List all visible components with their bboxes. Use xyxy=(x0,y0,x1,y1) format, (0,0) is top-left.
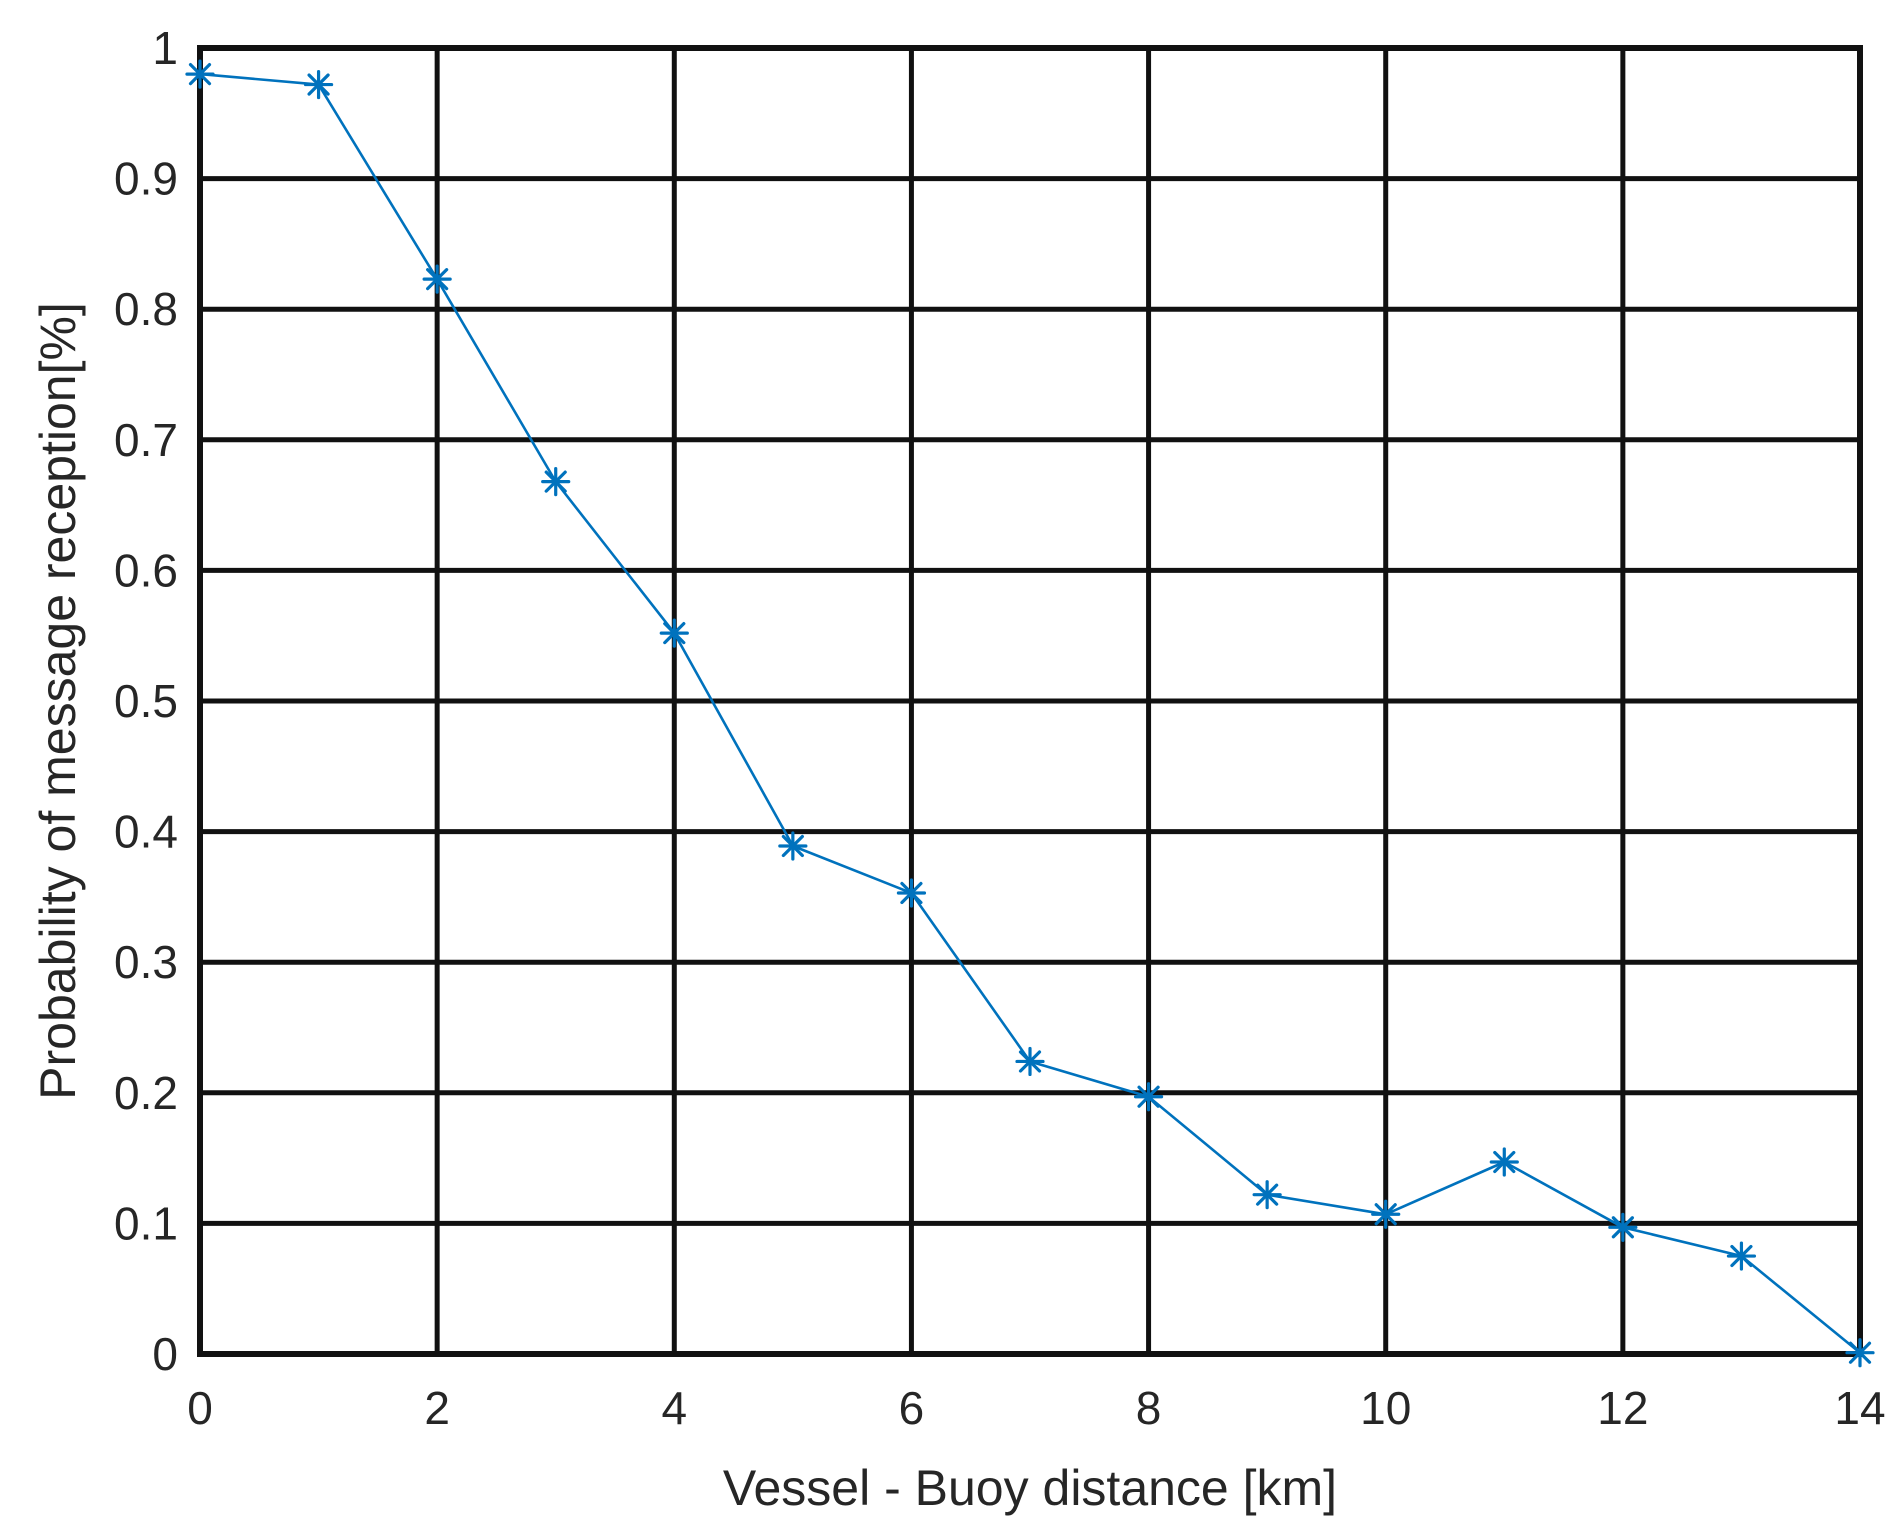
data-point-marker xyxy=(1015,1046,1045,1077)
data-point-marker xyxy=(659,618,689,648)
series-layer xyxy=(185,59,1875,1368)
data-point-marker xyxy=(185,59,215,89)
y-tick-label: 0.7 xyxy=(114,414,178,466)
data-point-marker xyxy=(1252,1180,1282,1210)
y-tick-label: 0.5 xyxy=(114,675,178,727)
data-point-marker xyxy=(422,264,452,294)
x-tick-label: 8 xyxy=(1136,1382,1162,1434)
data-point-marker xyxy=(1845,1338,1875,1368)
y-tick-label: 1 xyxy=(152,22,178,74)
data-point-marker xyxy=(1133,1082,1164,1112)
x-tick-label: 4 xyxy=(661,1382,687,1434)
x-tick-label: 6 xyxy=(899,1382,925,1434)
x-tick-label: 12 xyxy=(1597,1382,1648,1434)
x-axis-ticks: 0 2 4 6 8 10 12 14 xyxy=(187,1382,1885,1434)
x-tick-label: 2 xyxy=(424,1382,450,1434)
x-tick-label: 10 xyxy=(1360,1382,1411,1434)
x-tick-label: 0 xyxy=(187,1382,213,1434)
data-point-marker xyxy=(303,69,334,100)
x-tick-label: 14 xyxy=(1834,1382,1885,1434)
data-point-marker xyxy=(1726,1241,1757,1271)
y-tick-label: 0.6 xyxy=(114,544,178,596)
y-axis-label: Probability of message reception[%] xyxy=(30,302,86,1100)
data-point-marker xyxy=(1489,1147,1519,1177)
y-tick-label: 0.8 xyxy=(114,283,178,335)
data-point-marker xyxy=(1371,1199,1401,1229)
data-point-marker xyxy=(778,831,808,861)
y-tick-label: 0 xyxy=(152,1328,178,1380)
y-tick-label: 0.2 xyxy=(114,1067,178,1119)
y-tick-label: 0.4 xyxy=(114,806,178,858)
data-point-marker xyxy=(541,466,571,497)
data-point-marker xyxy=(1608,1212,1638,1242)
y-tick-label: 0.1 xyxy=(114,1197,178,1249)
y-tick-label: 0.9 xyxy=(114,153,178,205)
y-axis-ticks: 0 0.1 0.2 0.3 0.4 0.5 0.6 0.7 0.8 0.9 1 xyxy=(114,22,178,1380)
data-point-marker xyxy=(896,878,927,908)
plot-frame xyxy=(197,45,1863,1357)
x-axis-label: Vessel - Buoy distance [km] xyxy=(723,1460,1337,1516)
y-tick-label: 0.3 xyxy=(114,936,178,988)
